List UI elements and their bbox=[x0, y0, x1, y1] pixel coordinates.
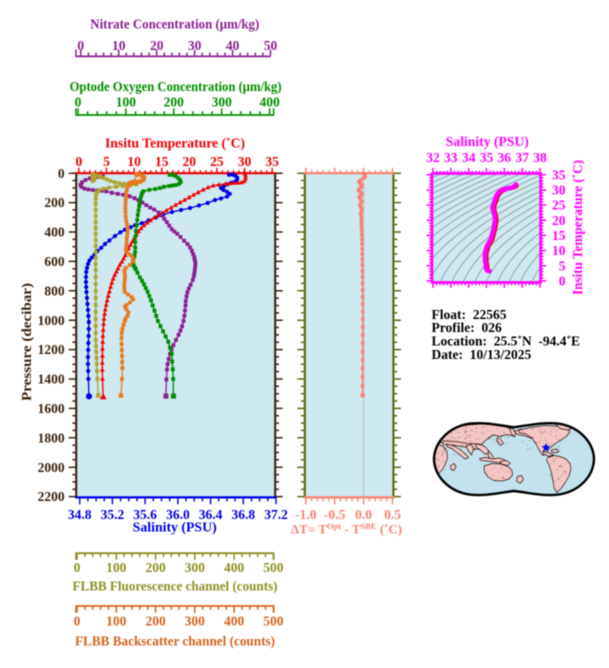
svg-text:100: 100 bbox=[116, 94, 137, 109]
svg-text:15: 15 bbox=[552, 228, 566, 243]
svg-text:FLBB Fluorescence channel (cou: FLBB Fluorescence channel (counts) bbox=[73, 579, 278, 594]
svg-text:37.2: 37.2 bbox=[264, 507, 288, 522]
svg-text:300: 300 bbox=[185, 614, 206, 629]
svg-text:Insitu Temperature (˚C): Insitu Temperature (˚C) bbox=[570, 160, 585, 295]
svg-text:0.0: 0.0 bbox=[355, 507, 372, 522]
svg-text:1800: 1800 bbox=[38, 430, 65, 445]
svg-text:35: 35 bbox=[552, 167, 566, 182]
svg-text:400: 400 bbox=[224, 614, 245, 629]
svg-text:10: 10 bbox=[552, 243, 566, 258]
svg-text:-0.5: -0.5 bbox=[324, 507, 346, 522]
svg-text:0: 0 bbox=[559, 274, 566, 289]
svg-text:500: 500 bbox=[263, 560, 284, 575]
svg-text:0: 0 bbox=[75, 94, 82, 109]
svg-text:34: 34 bbox=[462, 150, 476, 165]
svg-text:33: 33 bbox=[444, 150, 458, 165]
svg-text:36.8: 36.8 bbox=[231, 507, 255, 522]
svg-text:400: 400 bbox=[224, 560, 245, 575]
svg-text:200: 200 bbox=[145, 614, 166, 629]
svg-text:2000: 2000 bbox=[38, 460, 65, 475]
svg-text:10: 10 bbox=[127, 154, 141, 169]
svg-text:37: 37 bbox=[515, 150, 529, 165]
svg-text:100: 100 bbox=[106, 560, 127, 575]
svg-text:50: 50 bbox=[264, 38, 278, 53]
svg-text:100: 100 bbox=[106, 614, 127, 629]
svg-text:Salinity (PSU): Salinity (PSU) bbox=[133, 520, 217, 535]
svg-text:200: 200 bbox=[164, 94, 185, 109]
svg-text:400: 400 bbox=[259, 94, 280, 109]
svg-text:20: 20 bbox=[552, 213, 566, 228]
svg-text:Optode Oxygen Concentration (μ: Optode Oxygen Concentration (μm/kg) bbox=[70, 79, 282, 94]
svg-text:2200: 2200 bbox=[38, 489, 65, 504]
svg-text:500: 500 bbox=[263, 614, 284, 629]
svg-text:30: 30 bbox=[188, 38, 202, 53]
svg-text:Pressure (decibar): Pressure (decibar) bbox=[19, 283, 34, 401]
svg-text:Insitu Temperature (˚C): Insitu Temperature (˚C) bbox=[105, 136, 245, 151]
svg-text:400: 400 bbox=[44, 225, 65, 240]
svg-text:Profile: 026: Profile: 026 bbox=[432, 320, 502, 335]
svg-text:-1.0: -1.0 bbox=[295, 507, 317, 522]
svg-text:25: 25 bbox=[210, 154, 224, 169]
svg-text:36.4: 36.4 bbox=[199, 507, 223, 522]
svg-text:200: 200 bbox=[44, 195, 65, 210]
svg-text:FLBB Backscatter channel (coun: FLBB Backscatter channel (counts) bbox=[75, 634, 275, 649]
svg-text:300: 300 bbox=[212, 94, 233, 109]
svg-text:ΔT= TOpt - TSBE (˚C): ΔT= TOpt - TSBE (˚C) bbox=[291, 521, 402, 537]
svg-text:Location: 25.5˚N -94.4˚E: Location: 25.5˚N -94.4˚E bbox=[432, 334, 581, 349]
svg-text:36.0: 36.0 bbox=[166, 507, 190, 522]
svg-text:800: 800 bbox=[44, 283, 65, 298]
svg-text:0: 0 bbox=[58, 166, 65, 181]
svg-text:Date: 10/13/2025: Date: 10/13/2025 bbox=[432, 347, 532, 362]
svg-text:5: 5 bbox=[559, 258, 566, 273]
svg-text:10: 10 bbox=[112, 38, 126, 53]
svg-text:36: 36 bbox=[498, 150, 512, 165]
svg-text:35: 35 bbox=[265, 154, 279, 169]
svg-text:35.6: 35.6 bbox=[133, 507, 157, 522]
svg-text:1400: 1400 bbox=[38, 372, 65, 387]
svg-text:35: 35 bbox=[480, 150, 494, 165]
svg-text:20: 20 bbox=[183, 154, 197, 169]
svg-text:40: 40 bbox=[226, 38, 240, 53]
svg-text:1000: 1000 bbox=[38, 313, 65, 328]
svg-text:0.5: 0.5 bbox=[384, 507, 401, 522]
svg-text:Nitrate Concentration (μm/kg): Nitrate Concentration (μm/kg) bbox=[90, 17, 259, 32]
svg-text:300: 300 bbox=[185, 560, 206, 575]
svg-text:30: 30 bbox=[238, 154, 252, 169]
svg-text:5: 5 bbox=[103, 154, 110, 169]
svg-text:0: 0 bbox=[74, 614, 81, 629]
svg-text:1200: 1200 bbox=[38, 342, 65, 357]
svg-text:15: 15 bbox=[155, 154, 169, 169]
svg-text:0: 0 bbox=[77, 38, 84, 53]
svg-text:34.8: 34.8 bbox=[68, 507, 92, 522]
svg-text:200: 200 bbox=[145, 560, 166, 575]
svg-text:600: 600 bbox=[44, 254, 65, 269]
svg-text:32: 32 bbox=[426, 150, 440, 165]
svg-text:20: 20 bbox=[150, 38, 164, 53]
svg-text:38: 38 bbox=[533, 150, 547, 165]
svg-text:25: 25 bbox=[552, 198, 566, 213]
svg-text:Float: 22565: Float: 22565 bbox=[432, 307, 507, 322]
svg-text:1600: 1600 bbox=[38, 401, 65, 416]
svg-text:35.2: 35.2 bbox=[101, 507, 125, 522]
svg-text:0: 0 bbox=[74, 560, 81, 575]
svg-text:0: 0 bbox=[76, 154, 83, 169]
svg-text:30: 30 bbox=[552, 183, 566, 198]
svg-text:Salinity (PSU): Salinity (PSU) bbox=[446, 134, 529, 149]
